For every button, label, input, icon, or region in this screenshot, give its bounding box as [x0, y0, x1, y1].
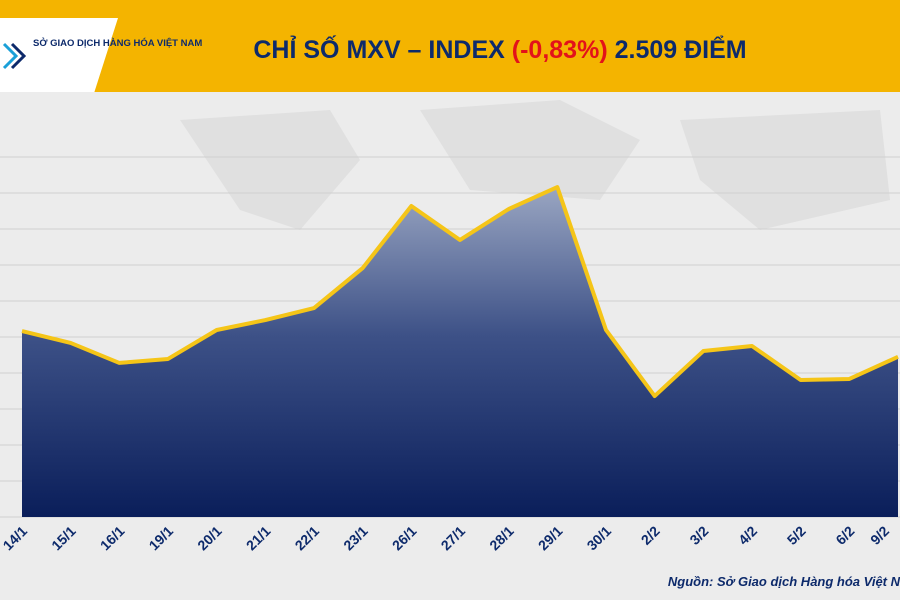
x-tick-label: 30/1 — [584, 523, 615, 554]
x-tick-label: 5/2 — [784, 523, 809, 548]
chart-title: CHỈ SỐ MXV – INDEX (-0,83%) 2.509 ĐIỂM — [150, 36, 850, 65]
title-main: CHỈ SỐ MXV – INDEX — [253, 36, 505, 64]
area-fill — [22, 187, 898, 517]
x-tick-label: 22/1 — [292, 523, 323, 554]
x-tick-label: 15/1 — [48, 523, 79, 554]
x-tick-label: 19/1 — [146, 523, 177, 554]
source-note: Nguồn: Sở Giao dịch Hàng hóa Việt N — [667, 574, 900, 589]
x-tick-label: 2/2 — [638, 523, 663, 548]
x-tick-label: 3/2 — [686, 523, 711, 548]
logo — [0, 18, 118, 92]
x-tick-label: 29/1 — [535, 523, 566, 554]
logo-text: SỞ GIAO DỊCH HÀNG HÓA VIỆT NAM — [33, 38, 203, 49]
x-tick-label: 23/1 — [340, 523, 371, 554]
map-decoration — [180, 100, 890, 230]
x-tick-label: 4/2 — [735, 523, 760, 548]
x-tick-label: 27/1 — [438, 523, 469, 554]
title-value: 2.509 ĐIỂM — [614, 36, 747, 64]
logo-icon — [2, 42, 27, 70]
x-tick-label: 14/1 — [0, 523, 30, 554]
x-tick-label: 26/1 — [389, 523, 420, 554]
x-tick-label: 28/1 — [486, 523, 517, 554]
banner — [0, 0, 900, 92]
x-tick-label: 21/1 — [243, 523, 274, 554]
x-tick-label: 9/2 — [867, 523, 892, 548]
line — [21, 185, 899, 399]
x-tick-label: 20/1 — [194, 523, 225, 554]
x-tick-label: 16/1 — [97, 523, 128, 554]
x-tick-label: 6/2 — [832, 523, 857, 548]
title-change: (-0,83%) — [511, 36, 608, 64]
